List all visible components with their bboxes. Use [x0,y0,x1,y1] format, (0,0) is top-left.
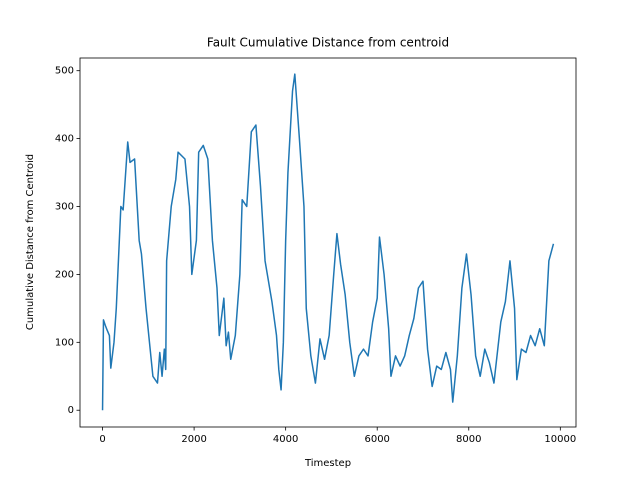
y-tick-label: 200 [55,269,74,280]
y-tick-label: 500 [55,66,74,77]
y-tick-label: 100 [55,337,74,348]
plot-frame [79,57,577,428]
x-tick-label: 8000 [456,434,481,445]
y-tick-label: 300 [55,202,74,213]
chart-title: Fault Cumulative Distance from centroid [207,36,449,50]
x-tick-label: 10000 [544,434,576,445]
y-tick-label: 400 [55,134,74,145]
y-axis-label: Cumulative Distance from Centroid [25,154,36,330]
x-tick-label: 2000 [181,434,206,445]
x-tick-label: 6000 [364,434,389,445]
x-axis-label: Timestep [304,458,351,469]
x-tick-label: 4000 [273,434,298,445]
data-line [101,73,555,411]
x-tick-label: 0 [99,434,105,445]
y-tick-label: 0 [68,405,74,416]
